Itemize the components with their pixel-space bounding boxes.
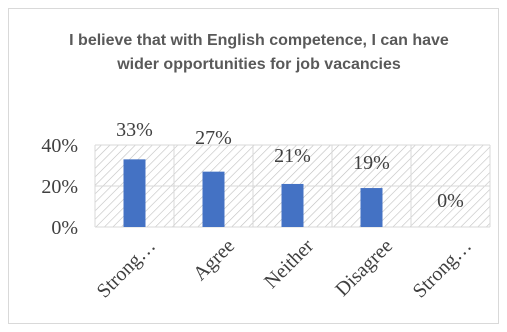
data-label: 0% [437,190,464,212]
y-tick-label: 40% [41,135,78,157]
chart-title: I believe that with English competence, … [69,32,449,73]
bar [123,159,146,227]
category-label: Strong… [409,235,476,302]
bar [202,171,225,227]
data-label: 33% [116,119,153,141]
y-tick-label: 0% [51,217,78,239]
data-label: 27% [195,127,232,149]
y-tick-label: 20% [41,176,78,198]
category-label: Disagree [331,235,397,301]
data-label: 21% [274,145,311,167]
bar [360,188,383,227]
bar [281,183,304,227]
category-label: Strong… [93,235,160,302]
category-label: Agree [189,235,239,285]
data-label: 19% [353,152,390,174]
category-label: Neither [260,235,318,293]
